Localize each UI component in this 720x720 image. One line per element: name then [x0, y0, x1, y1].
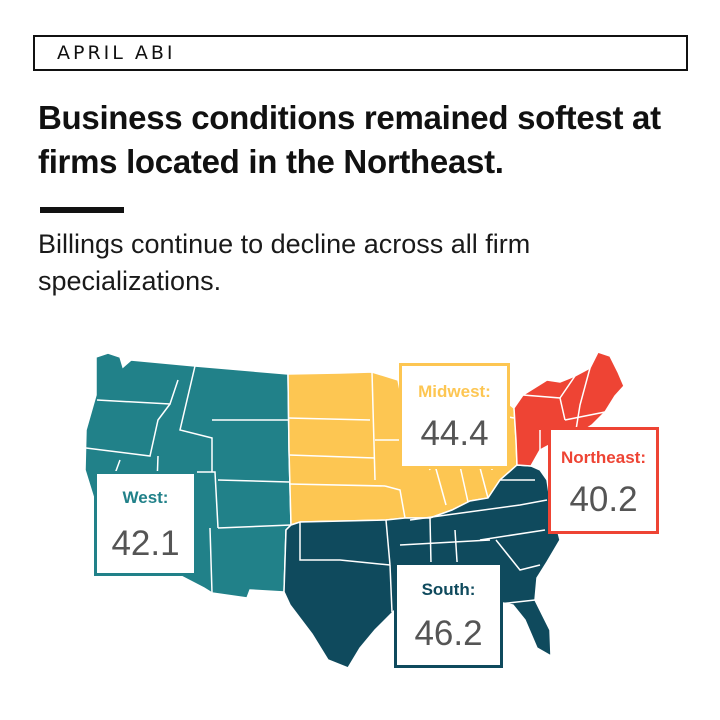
callout-south-label: South:: [421, 580, 476, 599]
callout-midwest-value: 44.4: [420, 414, 489, 453]
callout-west: West: 42.1: [94, 471, 197, 576]
callout-northeast-label: Northeast:: [560, 448, 646, 467]
region-northeast-shape: [513, 351, 625, 467]
callout-northeast: Northeast: 40.2: [548, 427, 659, 534]
subhead: Billings continue to decline across all …: [38, 229, 531, 296]
headline: Business conditions remained softest at …: [38, 99, 661, 180]
callout-south: South: 46.2: [394, 562, 503, 668]
callout-northeast-value: 40.2: [569, 480, 638, 519]
divider-rule: [40, 207, 124, 213]
callout-west-value: 42.1: [111, 524, 180, 563]
callout-midwest: Midwest: 44.4: [399, 363, 510, 469]
callout-midwest-label: Midwest:: [418, 382, 491, 401]
callout-west-label: West:: [122, 488, 169, 507]
section-tag-box: APRIL ABI: [33, 35, 688, 71]
callout-south-value: 46.2: [414, 614, 483, 653]
section-tag: APRIL ABI: [57, 42, 176, 64]
